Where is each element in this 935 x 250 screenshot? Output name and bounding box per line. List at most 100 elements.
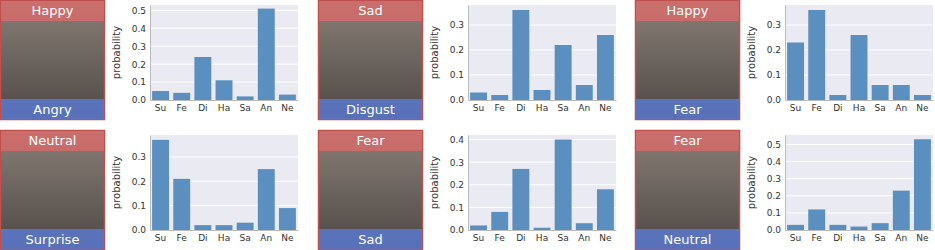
x-tick-label: Sa	[875, 233, 886, 243]
grid-line	[150, 46, 298, 47]
y-tick-label: 0.2	[450, 180, 464, 190]
x-tick: Ha	[218, 100, 230, 113]
plot-background	[785, 5, 933, 100]
y-axis-line	[468, 6, 469, 101]
y-tick: 0.3	[767, 174, 785, 184]
x-tick: An	[260, 230, 272, 243]
x-tick-label: Di	[516, 233, 525, 243]
x-tick-label: Su	[155, 233, 166, 243]
x-tick: Fe	[495, 100, 506, 113]
x-axis-line	[786, 230, 934, 231]
x-tick: Ne	[916, 100, 929, 113]
y-tick: 0.2	[767, 191, 785, 201]
x-axis: SuFeDiHaSaAnNe	[151, 230, 299, 243]
bar	[808, 10, 825, 100]
y-axis: 0.00.10.20.30.4	[450, 135, 469, 235]
grid	[468, 140, 616, 230]
face-panel: HappyFear	[636, 1, 740, 120]
y-tick-label: 0.1	[132, 201, 146, 211]
bar	[893, 191, 910, 230]
x-axis: SuFeDiHaSaAnNe	[469, 230, 617, 243]
face-panel: HappyAngry	[1, 1, 105, 120]
top-label: Fear	[356, 133, 385, 148]
x-tick-label: An	[260, 103, 272, 113]
grid	[785, 144, 933, 230]
grid-line	[468, 139, 616, 140]
y-tick: 0.1	[450, 203, 468, 213]
x-tick-label: Su	[790, 103, 801, 113]
grid-line	[468, 75, 616, 76]
y-tick: 0.5	[132, 6, 150, 16]
y-tick: 0.3	[450, 20, 468, 30]
y-tick-label: 0.1	[767, 70, 781, 80]
x-tick-label: Su	[790, 233, 801, 243]
x-tick-label: Su	[473, 233, 484, 243]
bar	[512, 10, 529, 100]
x-tick: Di	[516, 100, 525, 113]
bar	[914, 139, 931, 230]
x-tick-label: Ne	[599, 103, 612, 113]
top-label-band	[636, 1, 739, 21]
bar-chart: 0.00.10.20.3SuFeDiHaSaAnNeprobability	[746, 5, 934, 113]
grid-line	[785, 161, 933, 162]
y-axis-title: probability	[429, 156, 440, 209]
x-tick: Sa	[240, 230, 251, 243]
bar	[194, 57, 211, 100]
bar	[258, 9, 275, 100]
x-tick-label: An	[895, 233, 907, 243]
y-axis: 0.00.10.20.3	[767, 6, 786, 106]
bars	[787, 10, 931, 100]
x-tick: An	[260, 100, 272, 113]
top-label: Sad	[358, 3, 382, 18]
bottom-label: Angry	[33, 102, 72, 117]
y-tick: 0.2	[132, 60, 150, 70]
bar	[534, 90, 551, 100]
x-tick-label: Di	[833, 103, 842, 113]
top-label: Happy	[667, 3, 709, 18]
bar	[576, 223, 593, 230]
x-axis: SuFeDiHaSaAnNe	[786, 100, 934, 113]
x-tick-label: Fe	[177, 233, 188, 243]
x-tick-label: Ha	[218, 233, 230, 243]
y-tick: 0.1	[767, 208, 785, 218]
x-tick-label: Ne	[916, 233, 929, 243]
y-tick: 0.1	[767, 70, 785, 80]
y-tick: 0.0	[767, 95, 785, 105]
x-tick: Sa	[875, 100, 886, 113]
x-tick: Fe	[177, 100, 188, 113]
x-tick: Sa	[875, 230, 886, 243]
y-tick: 0.4	[767, 157, 785, 167]
y-tick: 0.3	[132, 42, 150, 52]
bottom-label-band	[1, 99, 104, 119]
bottom-label-band	[319, 99, 422, 119]
grid-line	[150, 28, 298, 29]
y-tick-label: 0.1	[450, 70, 464, 80]
x-tick: Ne	[599, 100, 612, 113]
y-tick: 0.3	[450, 158, 468, 168]
bar-chart: 0.00.10.20.3SuFeDiHaSaAnNeprobability	[429, 5, 617, 113]
y-tick: 0.2	[450, 45, 468, 55]
y-tick: 0.1	[450, 70, 468, 80]
x-tick-label: An	[260, 233, 272, 243]
x-tick: Ne	[281, 100, 294, 113]
grid-line	[468, 162, 616, 163]
grid-line	[785, 144, 933, 145]
x-tick-label: Sa	[558, 233, 569, 243]
x-tick: Di	[516, 230, 525, 243]
y-tick-label: 0.0	[767, 95, 782, 105]
y-tick-label: 0.3	[767, 174, 781, 184]
top-label-band	[319, 1, 422, 21]
grid-line	[785, 178, 933, 179]
bar	[851, 227, 868, 230]
bar	[173, 179, 190, 230]
bar	[555, 45, 572, 100]
bars	[470, 140, 614, 230]
grid-line	[785, 195, 933, 196]
x-tick: Fe	[812, 230, 823, 243]
y-tick-label: 0.2	[132, 177, 146, 187]
bar	[279, 95, 296, 100]
y-axis-line	[785, 136, 786, 231]
bar	[851, 35, 868, 100]
x-tick-label: Di	[198, 233, 207, 243]
bars	[152, 140, 296, 230]
